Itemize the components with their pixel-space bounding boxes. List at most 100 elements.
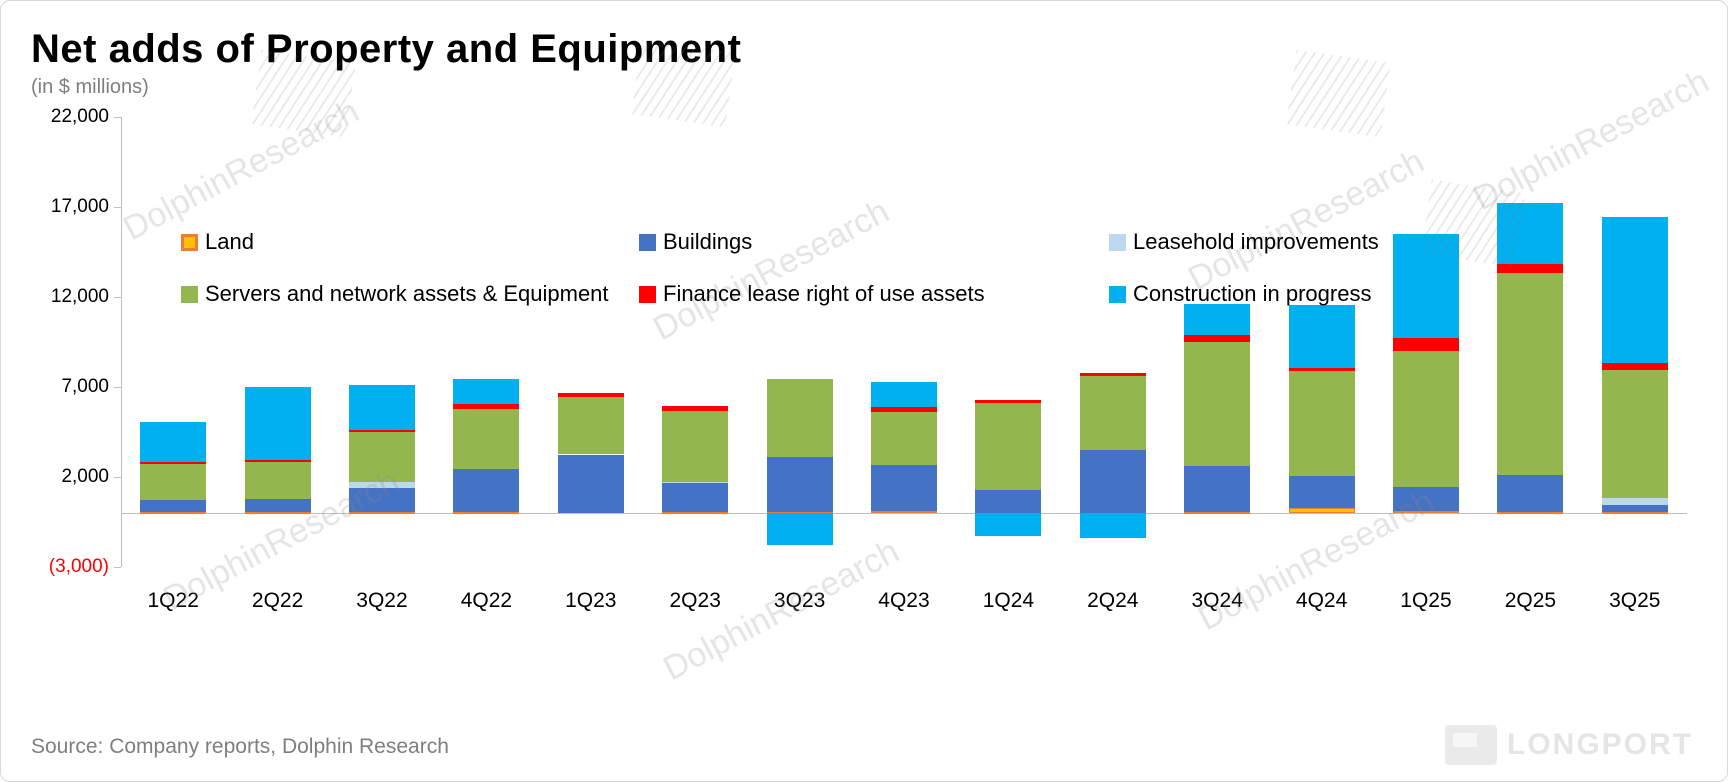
bar-segment-buildings xyxy=(140,500,207,512)
longport-logo-icon xyxy=(1445,725,1497,765)
bar-segment-finance-lease-right-of-use-assets xyxy=(140,461,207,465)
x-tick-label: 2Q23 xyxy=(669,589,721,612)
x-tick-label: 3Q24 xyxy=(1191,589,1243,612)
y-tick-label: 2,000 xyxy=(61,466,109,487)
brand-footer: LONGPORT xyxy=(1445,725,1693,765)
bar-segment-land xyxy=(349,511,415,514)
bar-segment-servers-and-network-assets-equipment xyxy=(557,396,624,455)
bar-segment-construction-in-progress xyxy=(871,381,937,407)
y-tick-label: 12,000 xyxy=(50,286,109,307)
zero-baseline xyxy=(121,513,1687,514)
legend-swatch-icon xyxy=(181,233,198,251)
bar-segment-construction-in-progress xyxy=(453,378,520,404)
bar-segment-servers-and-network-assets-equipment xyxy=(871,412,937,465)
bar-segment-servers-and-network-assets-equipment xyxy=(140,464,207,501)
bar-segment-land xyxy=(1497,511,1564,514)
y-tick-mark xyxy=(114,297,121,298)
legend-swatch-icon xyxy=(1109,285,1126,303)
legend-item-construction-in-progress: Construction in progress xyxy=(1109,281,1379,307)
x-tick-label: 4Q24 xyxy=(1295,589,1348,612)
legend-item-leasehold-improvements: Leasehold improvements xyxy=(1109,229,1379,255)
x-tick-label: 1Q23 xyxy=(565,589,617,612)
legend-label: Land xyxy=(205,229,254,254)
x-tick-label: 3Q23 xyxy=(773,589,826,612)
legend-item-land: Land xyxy=(181,229,639,255)
bar-segment-leasehold-improvements xyxy=(349,482,415,488)
legend-item-buildings: Buildings xyxy=(639,229,1109,255)
bar-segment-servers-and-network-assets-equipment xyxy=(1497,273,1564,475)
x-tick-label: 3Q22 xyxy=(356,589,408,612)
bar-segment-finance-lease-right-of-use-assets xyxy=(871,406,937,413)
x-tick-label: 4Q23 xyxy=(878,589,930,612)
legend-swatch-icon xyxy=(639,233,656,251)
legend-label: Servers and network assets & Equipment xyxy=(205,281,609,306)
x-tick-label: 1Q25 xyxy=(1400,589,1452,612)
bar-segment-buildings xyxy=(871,464,937,512)
y-tick-label: 22,000 xyxy=(50,106,109,127)
page-title: Net adds of Property and Equipment xyxy=(31,27,742,71)
bar-segment-construction-in-progress xyxy=(244,386,311,460)
y-tick-mark xyxy=(114,207,121,208)
bar-segment-servers-and-network-assets-equipment xyxy=(1184,341,1251,466)
bar-segment-leasehold-improvements xyxy=(662,482,729,484)
legend-item-finance-lease-right-of-use-assets: Finance lease right of use assets xyxy=(639,281,1109,307)
y-tick-mark xyxy=(114,387,121,388)
bar-segment-finance-lease-right-of-use-assets xyxy=(662,406,729,411)
bar-segment-construction-in-progress xyxy=(1079,513,1146,539)
x-tick-label: 1Q22 xyxy=(147,589,199,612)
brand-name: LONGPORT xyxy=(1507,728,1693,761)
bar-segment-finance-lease-right-of-use-assets xyxy=(557,393,624,397)
bar-segment-buildings xyxy=(557,454,624,513)
bar-segment-buildings xyxy=(453,468,520,512)
y-tick-mark xyxy=(114,567,121,568)
bar-segment-finance-lease-right-of-use-assets xyxy=(1601,362,1668,371)
bar-segment-finance-lease-right-of-use-assets xyxy=(1393,338,1459,351)
y-tick-label: 17,000 xyxy=(50,196,109,217)
plot-area xyxy=(121,117,1687,567)
y-axis-line xyxy=(121,117,122,567)
x-tick-label: 2Q25 xyxy=(1504,589,1557,612)
bar-segment-construction-in-progress xyxy=(1393,233,1459,339)
bar-segment-construction-in-progress xyxy=(140,421,207,462)
bar-segment-buildings xyxy=(244,499,311,512)
legend-label: Buildings xyxy=(663,229,753,254)
legend-label: Construction in progress xyxy=(1133,281,1372,306)
bar-segment-servers-and-network-assets-equipment xyxy=(1393,350,1459,488)
bar-segment-buildings xyxy=(1079,450,1146,513)
x-tick-label: 1Q24 xyxy=(982,589,1035,612)
bar-segment-land xyxy=(453,511,520,514)
bar-segment-finance-lease-right-of-use-assets xyxy=(1497,264,1564,274)
bar-segment-construction-in-progress xyxy=(349,385,415,431)
chart-subtitle: (in $ millions) xyxy=(31,76,149,98)
bar-segment-servers-and-network-assets-equipment xyxy=(766,379,833,458)
bar-segment-land xyxy=(1393,510,1459,513)
bar-segment-buildings xyxy=(349,487,415,512)
legend-item-servers-and-network-assets-equipment: Servers and network assets & Equipment xyxy=(181,281,639,307)
bar-segment-servers-and-network-assets-equipment xyxy=(662,410,729,483)
bar-segment-land xyxy=(1601,512,1668,515)
legend-swatch-icon xyxy=(639,285,656,303)
bar-segment-buildings xyxy=(1393,487,1459,511)
bar-segment-servers-and-network-assets-equipment xyxy=(244,461,311,500)
bar-segment-servers-and-network-assets-equipment xyxy=(1079,376,1146,450)
bar-segment-buildings xyxy=(1288,475,1355,508)
bar-segment-construction-in-progress xyxy=(975,513,1042,537)
chart-legend: Land Buildings Leasehold improvements Serve… xyxy=(181,229,1379,307)
bar-segment-construction-in-progress xyxy=(1497,203,1564,265)
bar-segment-servers-and-network-assets-equipment xyxy=(349,431,415,483)
x-tick-label: 2Q24 xyxy=(1087,589,1139,612)
legend-label: Leasehold improvements xyxy=(1133,229,1379,254)
bar-segment-finance-lease-right-of-use-assets xyxy=(453,403,520,410)
bar-segment-finance-lease-right-of-use-assets xyxy=(1184,334,1251,342)
bar-segment-buildings xyxy=(1601,505,1668,513)
bar-segment-buildings xyxy=(1497,475,1564,512)
bar-segment-buildings xyxy=(766,457,833,513)
bar-segment-construction-in-progress xyxy=(1601,217,1668,363)
bar-segment-buildings xyxy=(1184,466,1251,512)
bar-segment-land xyxy=(244,511,311,514)
bar-segment-servers-and-network-assets-equipment xyxy=(1288,371,1355,476)
bar-segment-construction-in-progress xyxy=(1288,304,1355,368)
legend-swatch-icon xyxy=(1109,233,1126,251)
source-note: Source: Company reports, Dolphin Researc… xyxy=(31,735,449,758)
